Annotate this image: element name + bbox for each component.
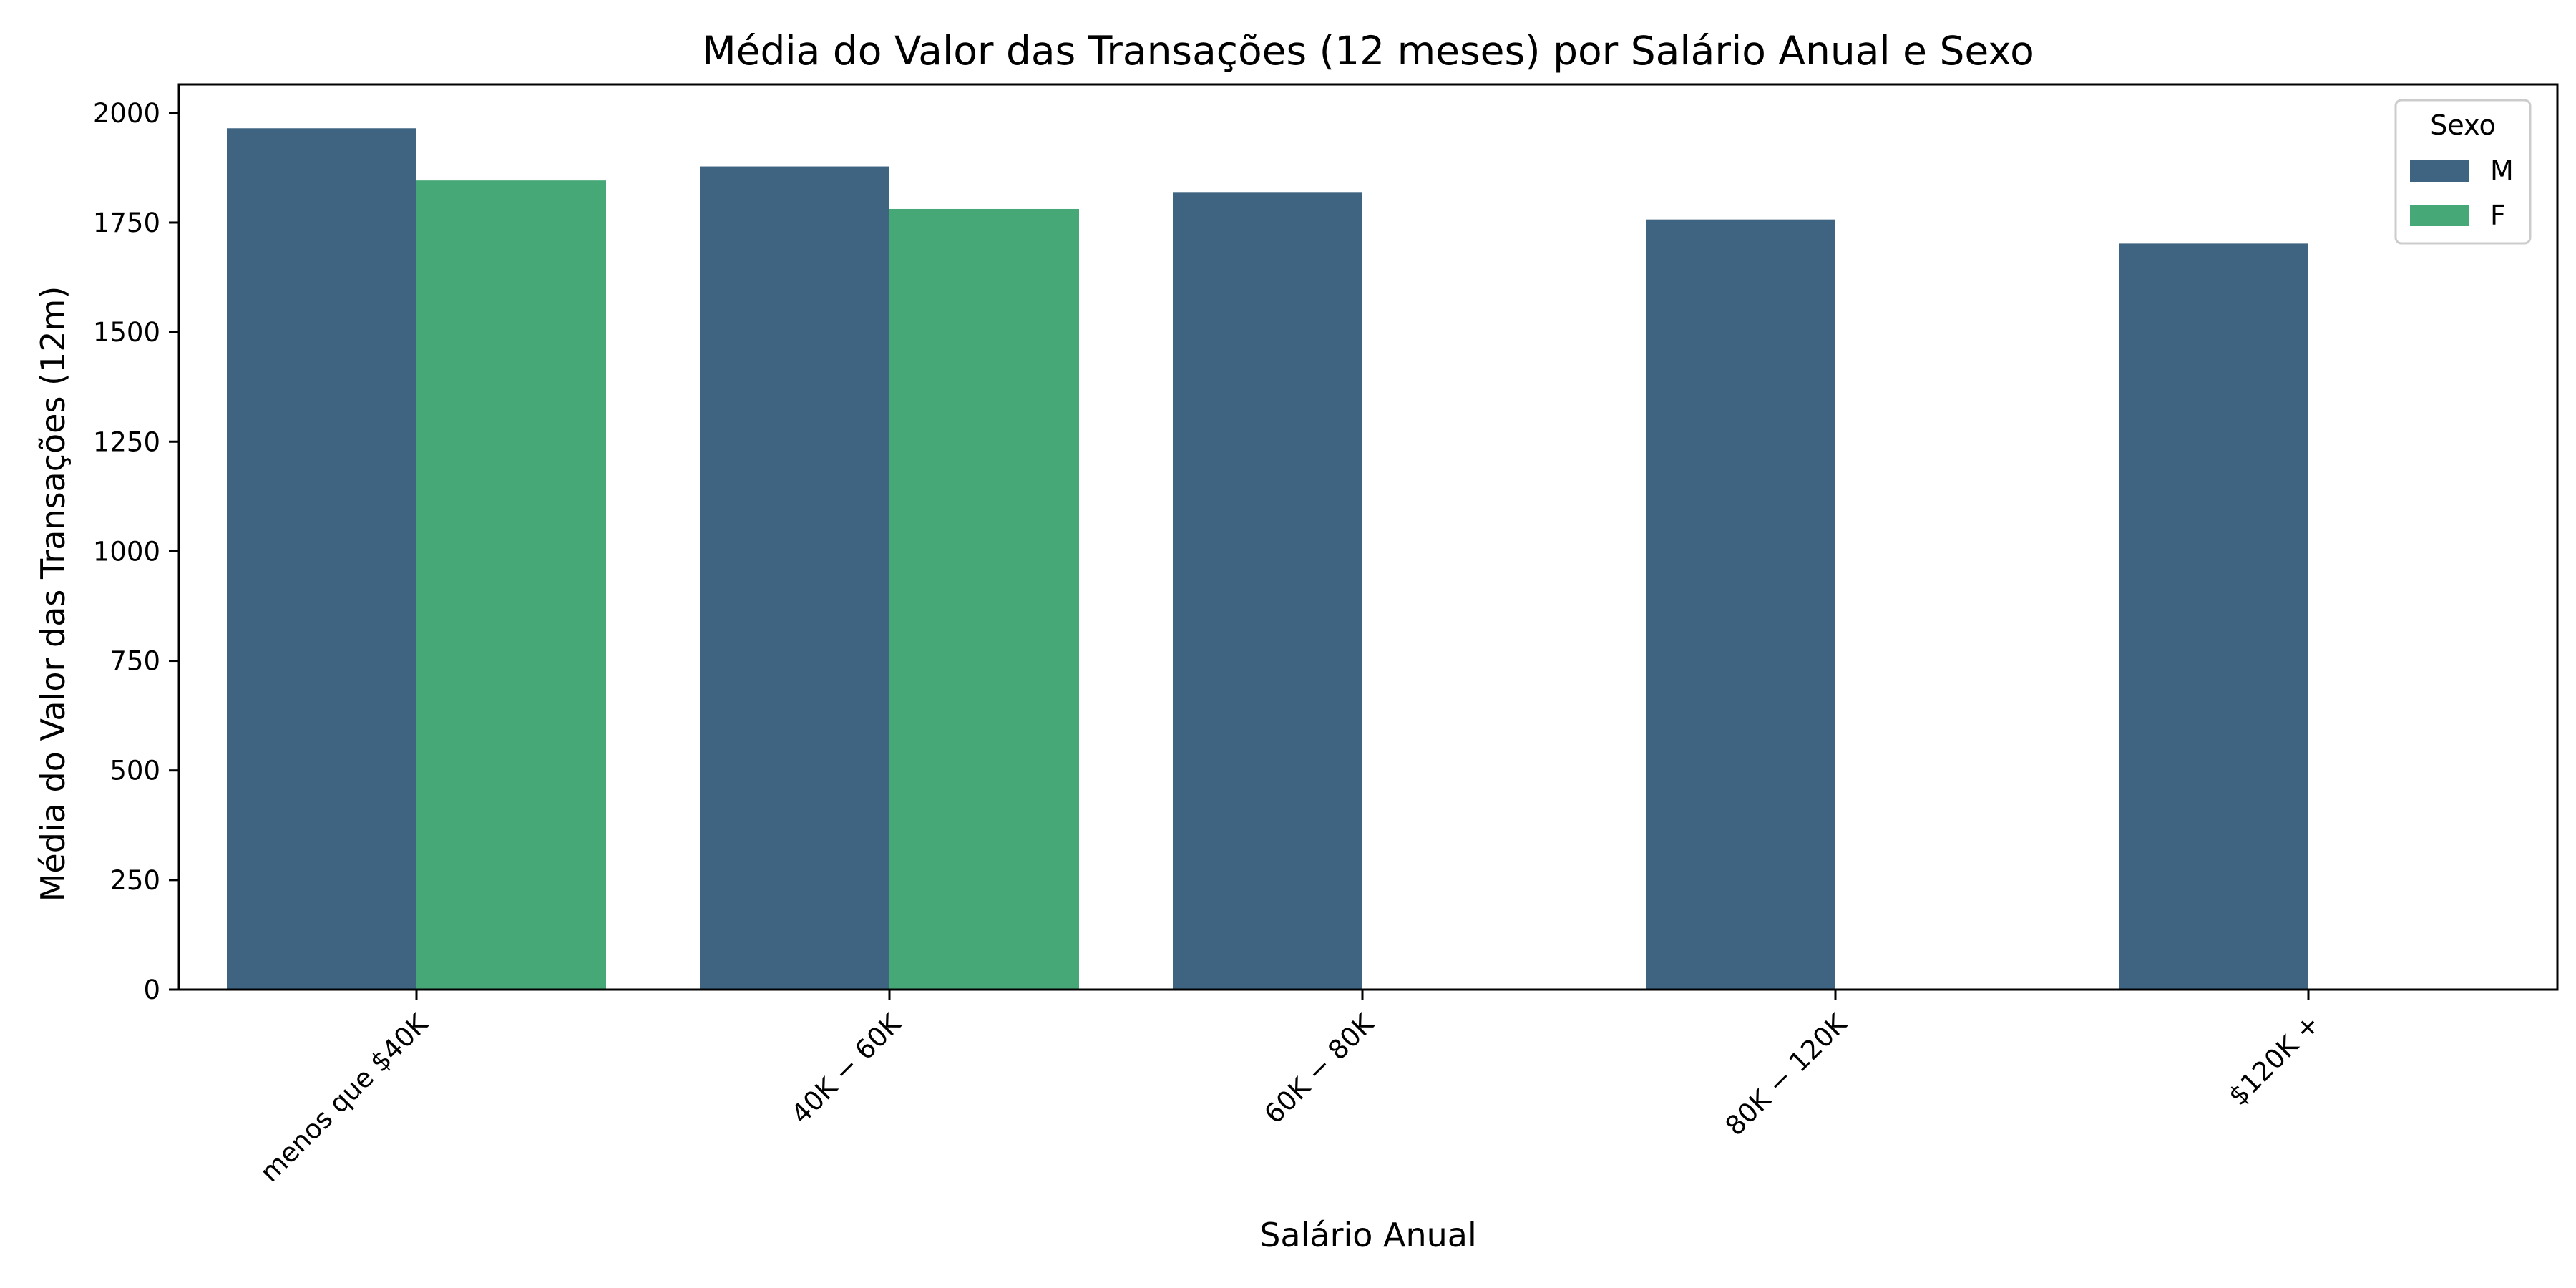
- legend-label-f: F: [2490, 200, 2506, 231]
- y-axis-ticks: 0 250 500 750 1000 1250 1500 1750 2000: [93, 98, 179, 1005]
- x-tick-label-0: menos que $40K: [254, 1008, 434, 1188]
- legend-title: Sexo: [2430, 109, 2495, 141]
- bar-m-1: [700, 166, 889, 990]
- bar-m-3: [1646, 219, 1835, 990]
- bar-f-0: [416, 180, 606, 990]
- x-tick-label-1: 40K − 60K: [786, 1008, 908, 1130]
- x-axis-ticks: menos que $40K 40K − 60K 60K − 80K 80K − 12…: [254, 990, 2326, 1188]
- x-tick-label-2: 60K − 80K: [1259, 1008, 1381, 1130]
- x-axis-label: Salário Anual: [1259, 1216, 1477, 1254]
- bars: [227, 128, 2308, 990]
- y-tick-label-1: 250: [109, 865, 160, 896]
- plot-frame: [177, 83, 2559, 991]
- bar-f-1: [889, 208, 1079, 990]
- legend-swatch-f: [2410, 205, 2469, 226]
- y-tick-label-8: 2000: [93, 98, 160, 129]
- bar-m-4: [2119, 243, 2308, 990]
- y-tick-label-6: 1500: [93, 317, 160, 348]
- x-tick-label-3: 80K − 120K: [1719, 1008, 1854, 1142]
- y-tick-label-2: 500: [109, 756, 160, 786]
- y-axis-label: Média do Valor das Transações (12m): [34, 286, 72, 902]
- y-tick-label-0: 0: [143, 975, 160, 1005]
- y-tick-label-7: 1750: [93, 208, 160, 238]
- y-tick-label-3: 750: [109, 646, 160, 677]
- x-tick-label-4: $120K +: [2223, 1008, 2326, 1111]
- legend: Sexo MF: [2394, 99, 2532, 245]
- y-tick-label-5: 1250: [93, 426, 160, 457]
- bar-m-2: [1173, 192, 1362, 990]
- chart-title: Média do Valor das Transações (12 meses)…: [702, 28, 2034, 74]
- bar-m-0: [227, 128, 416, 990]
- legend-label-m: M: [2490, 155, 2514, 187]
- legend-swatch-m: [2410, 160, 2469, 182]
- y-tick-label-4: 1000: [93, 536, 160, 567]
